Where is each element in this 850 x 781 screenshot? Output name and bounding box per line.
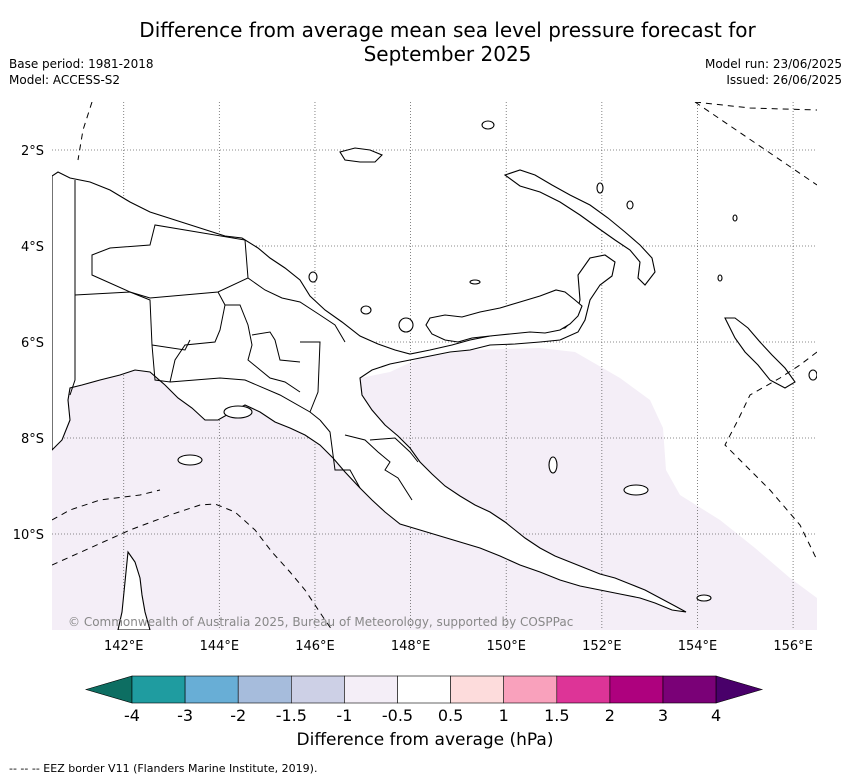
province-boundary — [251, 331, 301, 363]
colorbar-swatch — [344, 675, 398, 704]
png-indonesia-border — [69, 180, 76, 396]
colorbar-swatch — [397, 675, 451, 704]
colorbar-tick-label: -2 — [230, 706, 246, 725]
longitude-tick-label: 148°E — [391, 639, 431, 654]
small-island — [481, 120, 495, 130]
small-island — [223, 405, 253, 419]
province-boundary — [225, 304, 301, 393]
colorbar-tick-label: -1 — [336, 706, 352, 725]
latitude-tick-label: 2°S — [21, 144, 44, 159]
issued-text: Issued: 26/06/2025 — [726, 73, 842, 87]
colorbar-tick-label: 4 — [711, 706, 721, 725]
colorbar-swatch — [503, 675, 558, 704]
new-guinea-landmass — [52, 171, 687, 613]
latitude-tick-label: 4°S — [21, 240, 44, 255]
province-boundary — [169, 377, 321, 421]
colorbar-swatch — [290, 675, 345, 704]
axis-ticks: 142°E 144°E 146°E 148°E 150°E 152°E 154°E 156°E… — [13, 144, 813, 654]
province-boundary — [344, 434, 413, 501]
province-boundary — [151, 339, 191, 351]
colorbar-tick-label: 2 — [605, 706, 615, 725]
small-island — [732, 214, 738, 222]
small-island — [398, 317, 414, 333]
colorbar-swatch — [237, 675, 292, 704]
province-boundary — [300, 341, 321, 413]
colorbar-swatch — [450, 675, 505, 704]
colorbar-swatch — [662, 675, 717, 704]
longitude-tick-label: 156°E — [773, 639, 813, 654]
colorbar-tick-label: 1 — [499, 706, 509, 725]
bougainville-island — [724, 317, 796, 389]
colorbar-label: Difference from average (hPa) — [296, 730, 554, 750]
model-run-info: Model run: 23/06/2025 Issued: 26/06/2025 — [705, 56, 842, 88]
new-britain-island — [425, 289, 583, 343]
eez-border — [52, 102, 817, 630]
small-island — [177, 454, 203, 466]
eez-footer-note: -- -- -- EEZ border V11 (Flanders Marine… — [9, 762, 318, 775]
longitude-tick-label: 152°E — [582, 639, 622, 654]
small-island — [469, 279, 481, 285]
model-text: Model: ACCESS-S2 — [9, 73, 121, 87]
cape-york-peninsula — [117, 550, 151, 630]
colorbar-tick-label: -4 — [124, 706, 140, 725]
colorbar-swatch — [131, 675, 186, 704]
colorbar-tick-label: 0.5 — [438, 706, 463, 725]
colorbar-swatch — [556, 675, 611, 704]
province-boundary — [247, 277, 346, 343]
small-island — [808, 369, 817, 381]
small-island — [596, 182, 604, 194]
colorbar-swatch — [184, 675, 239, 704]
base-period-info: Base period: 1981-2018 Model: ACCESS-S2 — [9, 56, 154, 88]
province-boundary — [319, 419, 361, 489]
small-island — [623, 484, 649, 496]
colorbar-tick-label: 3 — [658, 706, 668, 725]
longitude-tick-label: 146°E — [295, 639, 335, 654]
new-ireland-island — [503, 169, 656, 286]
small-island — [717, 274, 723, 282]
longitude-tick-label: 144°E — [200, 639, 240, 654]
colorbar-tick-label: 1.5 — [544, 706, 569, 725]
base-period-text: Base period: 1981-2018 — [9, 57, 154, 71]
small-island — [696, 594, 712, 602]
province-boundary — [74, 291, 226, 383]
longitude-tick-label: 142°E — [104, 639, 144, 654]
small-island — [626, 200, 634, 210]
copyright-text: © Commonwealth of Australia 2025, Bureau… — [68, 615, 573, 629]
colorbar: -4 -3 -2 -1.5 -1 -0.5 0.5 1 1.5 2 3 4 — [84, 675, 764, 725]
colorbar-tick-label: -1.5 — [276, 706, 307, 725]
latitude-tick-label: 6°S — [21, 336, 44, 351]
map-title: Difference from average mean sea level p… — [0, 18, 850, 66]
small-island — [548, 456, 558, 474]
colorbar-tick-label: -3 — [177, 706, 193, 725]
title-line-1: Difference from average mean sea level p… — [139, 18, 756, 42]
longitude-tick-label: 154°E — [678, 639, 718, 654]
latitude-tick-label: 8°S — [21, 432, 44, 447]
longitude-tick-label: 150°E — [486, 639, 526, 654]
latitude-tick-label: 10°S — [13, 528, 44, 543]
colorbar-min-extension — [84, 675, 133, 704]
title-line-2: September 2025 — [363, 42, 532, 66]
coastlines — [52, 120, 817, 630]
borders — [52, 102, 817, 630]
model-run-text: Model run: 23/06/2025 — [704, 57, 842, 71]
colorbar-swatch — [609, 675, 664, 704]
small-island — [308, 271, 318, 283]
colorbar-tick-label: -0.5 — [382, 706, 413, 725]
colorbar-max-extension — [715, 675, 764, 704]
small-island — [360, 305, 372, 315]
province-boundary — [369, 437, 419, 463]
manus-island — [339, 147, 383, 163]
